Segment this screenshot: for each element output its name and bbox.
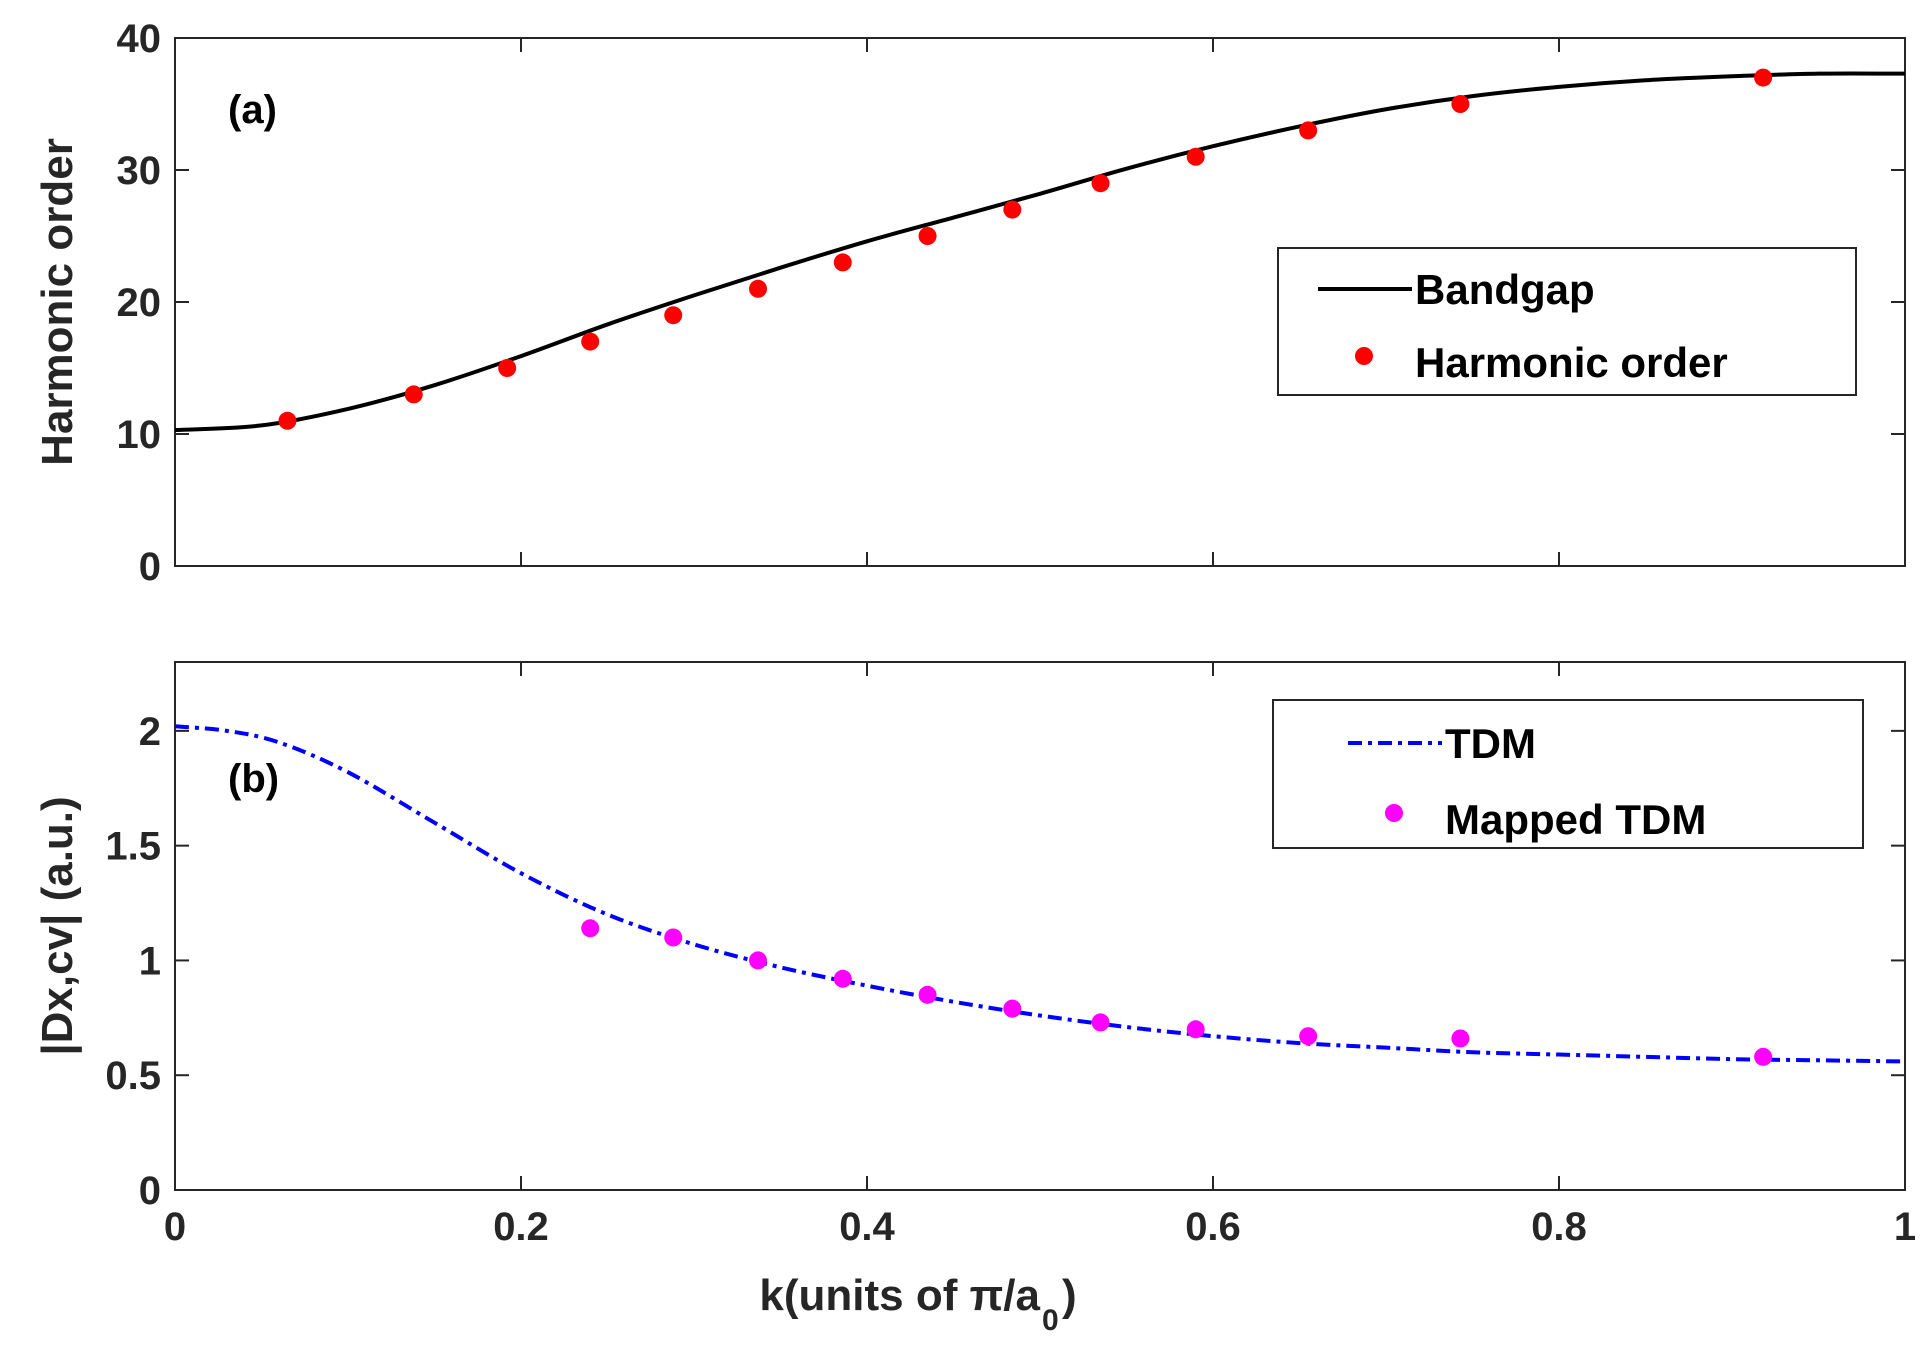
panel-b: 0 0.2 0.4 0.6 0.8 1 0 0.5 1 1.5 2 (b) |Dx,cv| (a.u… <box>33 661 1916 1249</box>
legend-harmonic-order-label: Harmonic order <box>1415 339 1728 386</box>
panel-b-series <box>174 724 1906 1066</box>
panel-b-legend: TDM Mapped TDM <box>1272 699 1864 849</box>
x-tick-label: 0 <box>164 1205 186 1249</box>
panel-a-ticks <box>174 37 1906 567</box>
y-tick-label: 0.5 <box>105 1054 161 1098</box>
x-tick-label: 0.4 <box>839 1205 895 1249</box>
panel-a-tick-labels: 0 10 20 30 40 <box>117 17 162 589</box>
panel-b-tick-labels: 0 0.2 0.4 0.6 0.8 1 0 0.5 1 1.5 2 <box>105 710 1916 1249</box>
harmonic-order-point <box>1299 121 1318 140</box>
mapped-tdm-point <box>1186 1020 1205 1039</box>
harmonic-order-point <box>664 306 683 325</box>
x-axis-label: k(units of π/a <box>759 1271 1040 1320</box>
legend-mapped-tdm-marker <box>1385 804 1403 822</box>
harmonic-order-point <box>1003 200 1022 219</box>
panel-b-y-axis-label: |Dx,cv| (a.u.) <box>33 796 83 1055</box>
x-axis-label-end: ) <box>1062 1271 1077 1320</box>
y-tick-label: 10 <box>117 413 162 457</box>
mapped-tdm-point <box>664 928 683 947</box>
y-tick-label: 20 <box>117 281 162 325</box>
y-tick-label: 2 <box>139 710 161 754</box>
harmonic-order-point <box>1754 68 1773 87</box>
panel-b-label: (b) <box>228 757 279 801</box>
x-tick-label: 0.8 <box>1531 1205 1587 1249</box>
harmonic-order-point <box>1186 147 1205 166</box>
mapped-tdm-point <box>749 951 768 970</box>
mapped-tdm-point <box>1451 1029 1470 1048</box>
harmonic-order-point <box>404 385 423 404</box>
panel-b-ticks <box>174 662 1906 1191</box>
y-tick-label: 1 <box>139 939 161 983</box>
x-axis-label-subscript: 0 <box>1042 1304 1059 1337</box>
mapped-tdm-point <box>1091 1013 1110 1032</box>
x-tick-label: 0.2 <box>493 1205 549 1249</box>
panel-a-label: (a) <box>228 88 277 132</box>
bandgap-line <box>174 71 1906 433</box>
harmonic-order-point <box>1451 95 1470 113</box>
mapped-tdm-point <box>581 919 600 938</box>
harmonic-order-point <box>581 332 600 351</box>
legend-mapped-tdm-label: Mapped TDM <box>1445 796 1706 843</box>
legend-tdm-label: TDM <box>1445 720 1536 767</box>
mapped-tdm-point <box>1299 1027 1318 1046</box>
harmonic-order-point <box>749 279 768 298</box>
harmonic-order-point <box>278 411 297 430</box>
harmonic-order-point <box>918 227 937 245</box>
legend-bandgap-label: Bandgap <box>1415 266 1595 313</box>
y-tick-label: 30 <box>117 149 162 193</box>
y-tick-label: 40 <box>117 17 162 61</box>
x-axis-label-main: k(units of π/a <box>759 1271 1040 1320</box>
mapped-tdm-point <box>918 985 937 1004</box>
panel-b-legend-box <box>1272 699 1864 849</box>
mapped-tdm-point <box>1754 1047 1773 1066</box>
harmonic-order-point <box>498 359 517 377</box>
mapped-tdm-point <box>1003 999 1022 1018</box>
y-tick-label: 0 <box>139 545 161 589</box>
panel-a-y-axis-label: Harmonic order <box>33 138 82 466</box>
y-tick-label: 0 <box>139 1169 161 1213</box>
mapped-tdm-point <box>833 969 852 988</box>
panel-a: 0 10 20 30 40 (a) Harmonic order Bandgap Har… <box>33 17 1906 589</box>
x-tick-label: 0.6 <box>1185 1205 1241 1249</box>
harmonic-order-point <box>833 253 852 272</box>
legend-harmonic-order-marker <box>1355 347 1373 365</box>
harmonic-order-point <box>1091 174 1110 193</box>
panel-a-legend-box <box>1277 247 1857 396</box>
x-tick-label: 1 <box>1894 1205 1916 1249</box>
y-tick-label: 1.5 <box>105 825 161 869</box>
panel-a-legend: Bandgap Harmonic order <box>1277 247 1857 396</box>
panel-a-series <box>174 68 1906 433</box>
